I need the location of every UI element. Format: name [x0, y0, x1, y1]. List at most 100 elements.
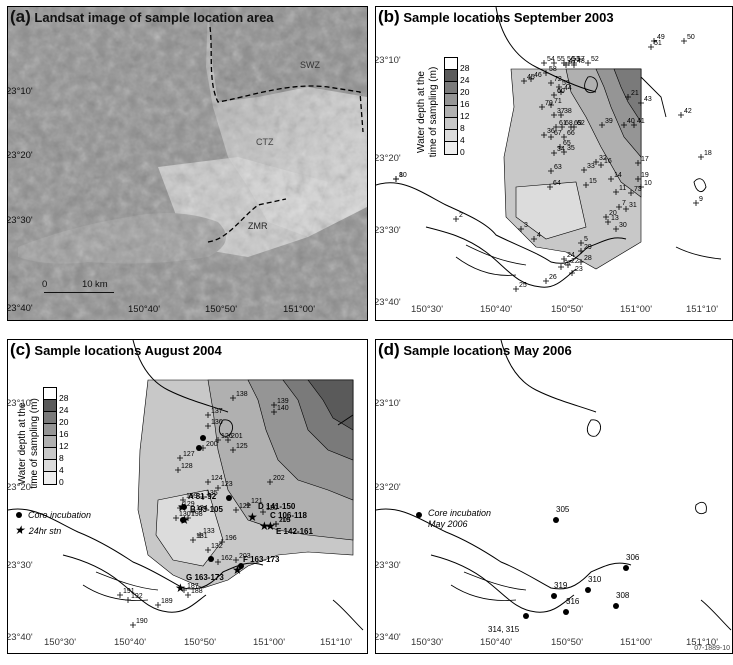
site-plus-marker — [543, 278, 549, 284]
depth-tick-label: 12 — [460, 111, 470, 121]
site-plus-marker — [621, 122, 627, 128]
site-label: F 163-173 — [243, 555, 280, 564]
panel-b-lat-1: 23°10' — [375, 55, 401, 66]
site-label: 72 — [554, 76, 562, 83]
site-label: 54 — [547, 56, 555, 63]
site-plus-marker — [558, 264, 564, 270]
site-plus-marker — [180, 497, 186, 503]
panel-a-lat-2: 23°20' — [7, 150, 33, 161]
site-plus-marker — [571, 60, 577, 66]
site-label: C 106-118 — [270, 511, 307, 520]
site-label: 203 — [239, 553, 251, 560]
site-plus-marker — [583, 182, 589, 188]
site-label: 126 — [221, 433, 233, 440]
station-star-marker: ★ — [232, 563, 243, 577]
site-label: 3 — [524, 222, 528, 229]
site-plus-marker — [518, 226, 524, 232]
site-label: 42 — [684, 108, 692, 115]
site-label: G 163-173 — [186, 573, 224, 582]
site-label: 60 — [557, 88, 565, 95]
panel-b-letter: (b) — [378, 7, 400, 26]
site-plus-marker — [205, 547, 211, 553]
panel-a-lat-1: 23°10' — [7, 86, 33, 97]
site-label: 51 — [654, 40, 662, 47]
panel-d-lat-1: 23°10' — [375, 398, 401, 409]
site-plus-marker — [271, 409, 277, 415]
site-plus-marker — [215, 437, 221, 443]
site-plus-marker — [271, 402, 277, 408]
core-incubation-dot — [238, 563, 244, 569]
site-label: A 81-92 — [188, 492, 217, 501]
site-plus-marker — [631, 122, 637, 128]
station-star-marker: ★ — [265, 519, 276, 533]
site-plus-marker — [603, 214, 609, 220]
site-label: 119 — [279, 517, 290, 524]
site-plus-marker — [616, 204, 622, 210]
site-plus-marker — [155, 602, 161, 608]
legend-core-incubation: Core incubation — [16, 510, 91, 520]
site-label: 14 — [614, 172, 622, 179]
site-label: 43 — [644, 96, 652, 103]
site-plus-marker — [230, 447, 236, 453]
site-label: 319 — [554, 581, 568, 590]
site-label: 305 — [556, 505, 570, 514]
site-label: 9 — [699, 196, 703, 203]
site-label: 140 — [277, 405, 289, 412]
site-plus-marker — [613, 226, 619, 232]
core-incubation-dot — [551, 593, 557, 599]
station-star-marker: ★ — [179, 513, 190, 527]
site-label: 199 — [186, 493, 198, 500]
panel-d-map: 305 306 308 310 314, 315 316 319 — [376, 340, 732, 634]
site-label: 61 — [559, 120, 567, 127]
site-label: 31 — [629, 202, 637, 209]
site-label: 53 — [572, 56, 580, 63]
site-plus-marker — [215, 485, 221, 491]
site-label: 50 — [687, 34, 695, 41]
site-label: B 93-105 — [190, 505, 223, 514]
site-label: D 141-150 — [258, 502, 296, 511]
legend-stn-label: 24hr stn — [28, 526, 62, 536]
core-incubation-dot — [180, 517, 186, 523]
panel-d-lon-3: 150°50' — [551, 637, 584, 648]
station-star-marker: ★ — [175, 581, 186, 595]
depth-swatch — [43, 471, 57, 485]
station-star-marker: ★ — [177, 500, 188, 514]
site-label: 59 — [562, 80, 570, 87]
site-label: 139 — [277, 398, 289, 405]
site-plus-marker — [205, 412, 211, 418]
panel-d-title-text: Sample locations May 2006 — [403, 343, 572, 358]
site-label: 138 — [236, 391, 248, 398]
panel-c-title: (c) Sample locations August 2004 — [10, 340, 222, 360]
site-label: 132 — [211, 543, 223, 550]
site-label: 24 — [567, 252, 575, 259]
site-label: 52 — [591, 56, 599, 63]
site-label: 69 — [574, 120, 582, 127]
scale-bar-ten: 10 — [82, 279, 93, 290]
site-plus-marker — [556, 84, 562, 90]
panel-b-lon-3: 150°50' — [551, 304, 584, 315]
site-label: 21 — [631, 90, 639, 97]
panel-c-lon-2: 150°40' — [114, 637, 147, 648]
landsat-image — [8, 7, 367, 320]
depth-tick-label: 28 — [59, 393, 69, 403]
depth-tick-label: 20 — [460, 87, 470, 97]
panel-a-letter: (a) — [10, 7, 31, 26]
site-label: 131 — [196, 533, 208, 540]
site-label: 137 — [211, 408, 223, 415]
core-incubation-dot — [181, 504, 187, 510]
site-plus-marker — [548, 80, 554, 86]
site-plus-marker — [548, 102, 554, 108]
site-plus-marker — [200, 494, 206, 500]
site-plus-marker — [605, 219, 611, 225]
panel-a-landsat: (a) Landsat image of sample location are… — [7, 6, 368, 321]
site-plus-marker — [230, 395, 236, 401]
site-label: 36 — [547, 128, 555, 135]
site-label: 308 — [616, 591, 630, 600]
panel-a-lon-3: 151°00' — [283, 304, 316, 315]
panel-d-lat-3: 23°30' — [375, 560, 401, 571]
site-plus-marker — [559, 124, 565, 130]
site-plus-marker — [651, 38, 657, 44]
panel-c-title-text: Sample locations August 2004 — [34, 343, 222, 358]
site-plus-marker — [561, 256, 567, 262]
